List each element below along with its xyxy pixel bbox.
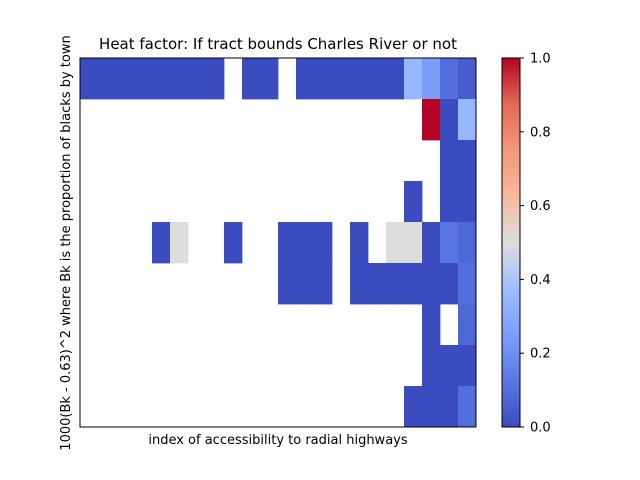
heatmap-cell [224, 222, 243, 264]
colorbar-tick-label: 0.0 [530, 421, 551, 436]
heatmap-cell [152, 58, 171, 100]
heatmap-cell [314, 222, 333, 264]
heatmap-cell [170, 58, 189, 100]
heatmap-cell [386, 222, 405, 264]
heatmap-cell [458, 58, 477, 100]
heatmap-cell [458, 181, 477, 223]
heatmap-cell [332, 58, 351, 100]
colorbar-tick-label: 1.0 [530, 52, 551, 67]
heatmap-cell [404, 222, 423, 264]
heatmap-cell [404, 263, 423, 305]
heatmap-cell [440, 99, 459, 141]
heatmap-cell [188, 58, 207, 100]
heatmap-cell [386, 263, 405, 305]
heatmap-cell [170, 222, 189, 264]
heatmap-cell [440, 181, 459, 223]
colorbar-ticks: 0.0 0.2 0.4 0.6 0.8 1.0 [520, 52, 551, 436]
heatmap-cell [134, 58, 153, 100]
heatmap-cell [458, 222, 477, 264]
heatmap-cell [440, 386, 459, 428]
heatmap-cell [458, 263, 477, 305]
heatmap-cell [368, 58, 387, 100]
heatmap-cell [458, 140, 477, 182]
heatmap-cell [422, 99, 441, 141]
heatmap-cell [116, 58, 135, 100]
heatmap-cell [278, 263, 297, 305]
heatmap-cell [404, 58, 423, 100]
colorbar-tick-label: 0.2 [530, 347, 551, 362]
heatmap-cell [296, 222, 315, 264]
heatmap-cell [422, 222, 441, 264]
heatmap-cell [386, 58, 405, 100]
heatmap-cell [296, 58, 315, 100]
heatmap-cell [242, 58, 261, 100]
colorbar-tick-label: 0.8 [530, 125, 551, 140]
heatmap-cell [404, 386, 423, 428]
heatmap-cell [440, 58, 459, 100]
heatmap-cell [458, 345, 477, 387]
heatmap-cell [440, 263, 459, 305]
colorbar [501, 57, 521, 428]
heatmap-cell [260, 58, 279, 100]
heatmap-cell [404, 181, 423, 223]
heatmap-cell [152, 222, 171, 264]
heatmap-cell [368, 263, 387, 305]
heatmap-cell [206, 58, 225, 100]
heatmap-cells [80, 58, 477, 428]
heatmap-cell [80, 58, 99, 100]
heatmap-cell [458, 304, 477, 346]
heatmap-cell [440, 140, 459, 182]
y-axis-label: 1000(Bk - 0.63)^2 where Bk is the propor… [59, 35, 74, 450]
plot-frame [79, 57, 477, 428]
heatmap-cell [440, 345, 459, 387]
x-axis-label: index of accessibility to radial highway… [148, 433, 407, 448]
heatmap-cell [350, 58, 369, 100]
heatmap-cell [422, 345, 441, 387]
heatmap-cell [98, 58, 117, 100]
heatmap-cell [296, 263, 315, 305]
heatmap-cell [422, 263, 441, 305]
heatmap-cell [440, 222, 459, 264]
heatmap-cell [350, 222, 369, 264]
heatmap-cell [422, 58, 441, 100]
colorbar-tick-label: 0.4 [530, 273, 551, 288]
chart-title: Heat factor: If tract bounds Charles Riv… [99, 35, 457, 53]
heatmap-cell [422, 386, 441, 428]
heatmap-cell [278, 222, 297, 264]
colorbar-tick-label: 0.6 [530, 199, 551, 214]
heatmap-cell [422, 304, 441, 346]
heatmap-cell [458, 99, 477, 141]
heatmap-cell [314, 58, 333, 100]
heatmap-cell [350, 263, 369, 305]
heatmap-cell [458, 386, 477, 428]
heatmap-cell [314, 263, 333, 305]
